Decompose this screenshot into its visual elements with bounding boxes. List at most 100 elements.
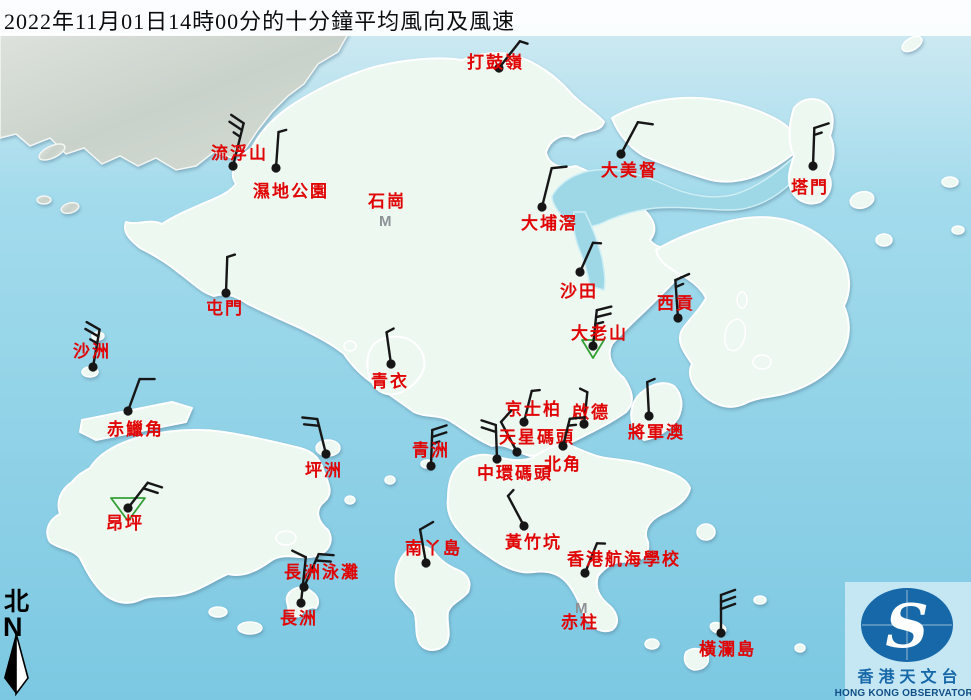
station-label-peng-chau: 坪洲 <box>305 461 343 480</box>
maintenance-marker: M <box>379 213 392 230</box>
wind-barb-line <box>582 390 589 426</box>
wind-barb-line <box>506 488 515 498</box>
wind-barb-line <box>530 388 541 393</box>
wind-barb-line <box>568 416 586 421</box>
station-wong-chuk-hang: 黃竹坑 <box>504 488 562 552</box>
wind-barb-line <box>518 40 529 45</box>
station-label-star-ferry-pier: 天星碼頭 <box>499 428 575 447</box>
station-label-tai-mei-tuk: 大美督 <box>601 160 658 180</box>
station-dot <box>537 202 547 212</box>
station-label-sha-tin: 沙田 <box>560 282 598 301</box>
station-dot <box>271 163 281 173</box>
urban-islet <box>38 143 66 161</box>
logo-english-name: HONG KONG OBSERVATORY <box>835 688 971 699</box>
wind-barb-line <box>578 387 589 394</box>
wind-barb-line <box>674 272 691 282</box>
logo-s-swirl: S <box>885 592 928 662</box>
wind-barb-line <box>719 595 737 604</box>
station-dot <box>575 267 585 277</box>
wind-barb-line <box>431 424 448 432</box>
hong-kong-island <box>446 443 691 633</box>
station-dot <box>512 447 522 457</box>
port-shelter-islet <box>752 354 772 370</box>
wind-barb-line <box>301 416 319 421</box>
wind-barb-line <box>578 241 595 274</box>
sunshine-islet <box>344 495 356 505</box>
station-label-chek-lap-kok: 赤鱲角 <box>107 419 164 439</box>
station-cheung-chau: 長洲 <box>280 549 316 628</box>
wind-barb-line <box>126 481 149 510</box>
station-label-wetland-park: 濕地公園 <box>253 181 329 201</box>
station-dot <box>88 362 98 372</box>
station-label-lau-fau-shan: 流浮山 <box>211 143 268 163</box>
wind-barb-line <box>566 423 578 427</box>
station-label-hk-sea-school: 香港航海學校 <box>567 549 681 569</box>
station-label-sai-kung: 西貢 <box>657 294 695 313</box>
station-kings-park: 京士柏 <box>505 388 562 427</box>
shek-kwu-chau-islet <box>237 621 263 635</box>
station-dot <box>519 417 529 427</box>
wind-barb-line <box>719 602 737 611</box>
station-dot <box>296 598 306 608</box>
wind-barb-line <box>594 312 612 319</box>
calm-triangle-icon <box>110 497 146 522</box>
wind-barb-line <box>619 121 640 156</box>
station-dot <box>221 288 231 298</box>
wind-barb-line <box>595 305 613 312</box>
wind-barb-line <box>480 419 498 427</box>
station-north-point: 北角 <box>544 416 586 474</box>
urban-islet <box>36 195 52 205</box>
page-title: 2022年11月01日14時00分的十分鐘平均風向及風速 <box>4 9 516 34</box>
wind-barb-line <box>506 494 526 528</box>
plover-cove-land <box>611 96 801 183</box>
station-dot <box>519 521 529 531</box>
wind-barb-line <box>430 431 448 439</box>
tseung-kwan-o-land <box>630 382 683 441</box>
wind-barb-line <box>550 165 568 170</box>
urban-islet <box>60 201 80 215</box>
sai-kung-peninsula <box>655 216 850 408</box>
station-label-ta-kwu-ling: 打鼓嶺 <box>467 52 524 72</box>
wind-barb-line <box>224 255 229 295</box>
station-label-tap-mun: 塔門 <box>791 177 829 197</box>
station-label-wong-chuk-hang: 黃竹坑 <box>504 532 562 552</box>
station-ngong-ping: 昂坪 <box>106 481 164 533</box>
wind-barb-line <box>540 166 553 209</box>
station-tates-cairn: 大老山 <box>571 305 626 359</box>
station-label-cheung-chau-beach: 長洲泳灘 <box>284 562 360 582</box>
wind-barb-line <box>480 426 498 434</box>
wind-barb-line <box>522 389 533 424</box>
station-label-green-island: 青洲 <box>412 440 450 460</box>
station-tai-po-kau: 大埔滘 <box>521 165 576 233</box>
station-lamma-island: 南丫島 <box>405 520 460 568</box>
wind-barb-line <box>813 122 830 130</box>
station-dot <box>808 161 818 171</box>
wind-barb-line <box>317 552 335 557</box>
station-dot <box>494 63 504 73</box>
mirs-bay-islet <box>875 233 893 247</box>
compass: 北 N <box>3 588 29 697</box>
station-label-stanley: 赤柱 <box>561 612 599 632</box>
wind-barb-line <box>226 253 237 259</box>
wind-barb-line <box>228 120 244 132</box>
station-ta-kwu-ling: 打鼓嶺 <box>467 40 529 73</box>
po-toi-islet <box>683 647 710 671</box>
station-star-ferry-pier: 天星碼頭 <box>499 409 575 457</box>
wind-barb-line <box>497 40 522 70</box>
tsing-yi-island <box>366 335 426 396</box>
station-sai-kung: 西貢 <box>657 272 695 323</box>
station-label-waglan-island: 橫瀾島 <box>699 639 756 659</box>
station-label-kings-park: 京士柏 <box>505 399 562 419</box>
tung-lung-islet <box>696 523 716 541</box>
east-islet <box>941 176 959 188</box>
station-lau-fau-shan: 流浮山 <box>211 113 268 171</box>
title-banner <box>0 0 971 36</box>
station-cheung-chau-beach: 長洲泳灘 <box>284 552 360 592</box>
wind-barb-line <box>418 528 428 565</box>
wind-barb-line <box>89 338 99 345</box>
station-dot <box>492 454 502 464</box>
siu-a-chau-islet <box>208 606 228 618</box>
kau-yi-chau-islet <box>384 475 396 485</box>
